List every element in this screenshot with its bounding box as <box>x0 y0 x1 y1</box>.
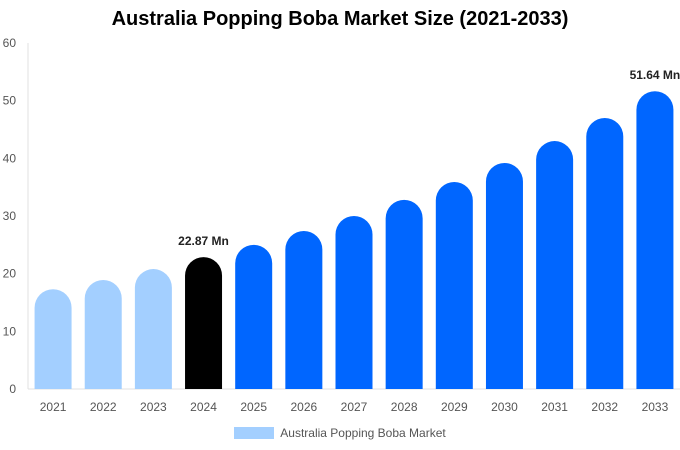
data-label-2033: 51.64 Mn <box>630 68 680 82</box>
x-tick-label: 2029 <box>441 400 468 414</box>
legend: Australia Popping Boba Market <box>0 426 680 440</box>
y-tick-label: 0 <box>9 382 16 396</box>
y-tick-label: 10 <box>3 324 17 338</box>
x-tick-label: 2024 <box>190 400 217 414</box>
x-tick-label: 2023 <box>140 400 167 414</box>
bar-2026 <box>285 230 323 389</box>
x-tick-label: 2027 <box>341 400 368 414</box>
bar-2031 <box>536 141 574 389</box>
legend-label: Australia Popping Boba Market <box>280 426 446 440</box>
bar-2023 <box>134 269 172 389</box>
legend-swatch <box>234 427 275 439</box>
x-tick-label: 2031 <box>541 400 568 414</box>
bar-2033 <box>636 91 674 389</box>
bar-2022 <box>84 280 122 389</box>
x-tick-label: 2025 <box>240 400 267 414</box>
y-tick-label: 50 <box>3 94 17 108</box>
data-label-2024: 22.87 Mn <box>178 234 229 248</box>
bar-2030 <box>485 162 523 389</box>
x-tick-label: 2032 <box>591 400 618 414</box>
bar-2021 <box>34 289 72 389</box>
y-tick-label: 60 <box>3 36 17 50</box>
chart-title: Australia Popping Boba Market Size (2021… <box>111 8 569 30</box>
bar-2025 <box>235 244 273 389</box>
y-tick-label: 20 <box>3 267 17 281</box>
x-tick-label: 2021 <box>40 400 67 414</box>
y-tick-label: 30 <box>3 209 17 223</box>
bar-2027 <box>335 216 373 389</box>
x-tick-label: 2030 <box>491 400 518 414</box>
bar-2028 <box>385 199 423 389</box>
bar-2032 <box>586 117 624 389</box>
x-tick-label: 2022 <box>90 400 117 414</box>
bar-2024 <box>185 257 223 389</box>
x-tick-label: 2026 <box>290 400 317 414</box>
x-tick-label: 2033 <box>642 400 669 414</box>
y-tick-label: 40 <box>3 151 17 165</box>
bar-2029 <box>435 181 473 389</box>
x-tick-label: 2028 <box>391 400 418 414</box>
